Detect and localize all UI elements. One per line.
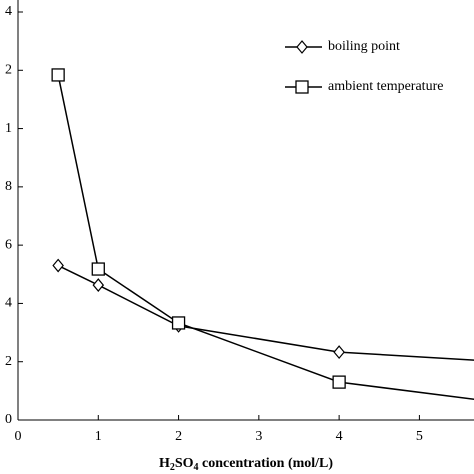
marker xyxy=(296,40,308,54)
series-line xyxy=(57,74,474,401)
series-line xyxy=(57,264,474,361)
marker xyxy=(91,262,105,276)
plot-area xyxy=(51,68,474,401)
y-tick-label: 8 xyxy=(5,179,12,194)
legend-label: ambient temperature xyxy=(328,79,443,94)
y-tick-label: 2 xyxy=(5,63,12,78)
y-tick-label: 1 xyxy=(5,121,12,136)
marker xyxy=(52,258,64,273)
marker xyxy=(333,345,345,360)
x-axis-label: H2SO4 concentration (mol/L) xyxy=(159,456,333,473)
legend-label: boiling point xyxy=(328,39,400,54)
x-tick-label: 2 xyxy=(175,429,182,444)
marker xyxy=(171,316,186,330)
x-tick-label: 0 xyxy=(15,429,22,444)
x-tick-label: 4 xyxy=(336,429,343,444)
y-tick-label: 0 xyxy=(5,412,12,427)
marker xyxy=(92,278,105,293)
y-tick-label: 2 xyxy=(5,354,12,369)
x-tick-label: 3 xyxy=(255,429,262,444)
x-tick-label: 5 xyxy=(416,429,423,444)
y-tick-label: 4 xyxy=(5,4,12,19)
marker xyxy=(295,80,309,94)
marker xyxy=(332,375,346,389)
y-tick-label: 4 xyxy=(5,296,12,311)
marker xyxy=(51,68,65,82)
y-tick-label: 6 xyxy=(5,237,12,252)
x-tick-label: 1 xyxy=(95,429,102,444)
